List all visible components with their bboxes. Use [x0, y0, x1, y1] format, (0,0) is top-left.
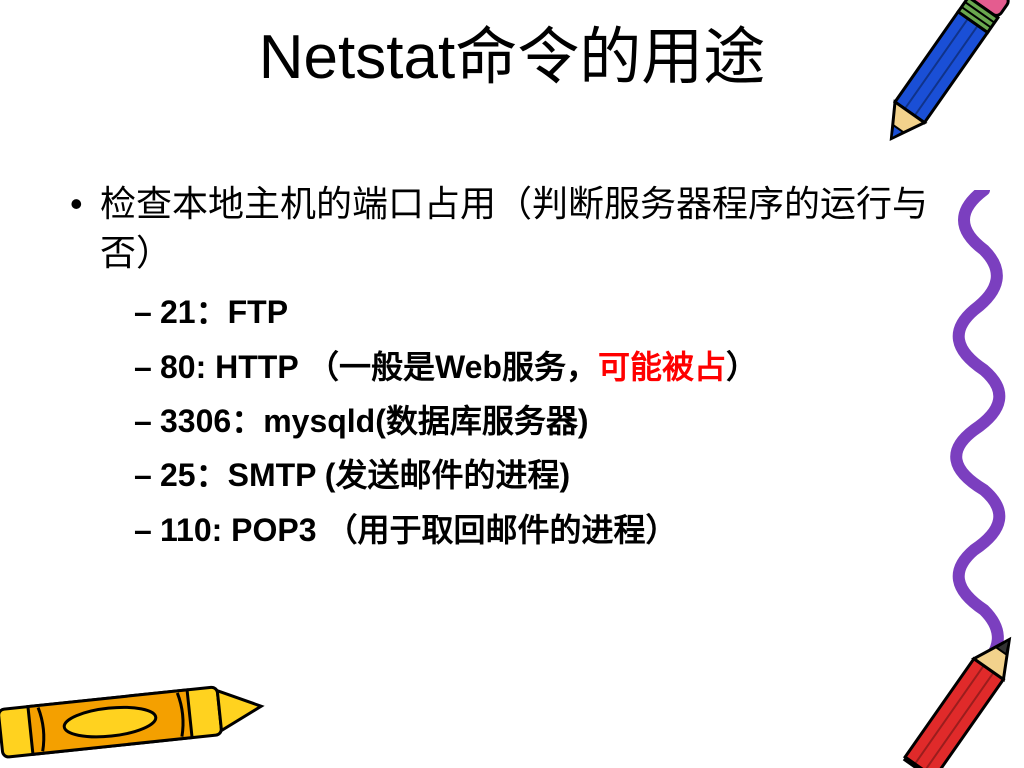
blue-pencil-icon — [864, 0, 1024, 170]
sub-item-ftp: – 21：FTP — [60, 289, 974, 335]
purple-squiggle-icon — [934, 190, 1014, 670]
dash-icon: – — [134, 452, 152, 498]
sub-item-text: 110: POP3 （用于取回邮件的进程） — [160, 512, 677, 548]
dash-icon: – — [134, 344, 152, 390]
sub-item-smtp: – 25：SMTP (发送邮件的进程) — [60, 452, 974, 498]
sub-item-text: 21：FTP — [160, 294, 288, 330]
sub-item-text: 25：SMTP (发送邮件的进程) — [160, 457, 570, 493]
dash-icon: – — [134, 507, 152, 553]
red-pencil-icon — [860, 610, 1024, 768]
sub-item-highlight: 可能被占 — [598, 349, 726, 385]
sub-item-text: 3306：mysqld(数据库服务器) — [160, 403, 589, 439]
slide-content: 检查本地主机的端口占用（判断服务器程序的运行与否） – 21：FTP – 80:… — [60, 180, 974, 561]
yellow-crayon-icon — [0, 656, 280, 768]
sub-item-http: – 80: HTTP （一般是Web服务，可能被占） — [60, 344, 974, 390]
sub-item-pop3: – 110: POP3 （用于取回邮件的进程） — [60, 507, 974, 553]
sub-item-mysql: – 3306：mysqld(数据库服务器) — [60, 398, 974, 444]
sub-list: – 21：FTP – 80: HTTP （一般是Web服务，可能被占） – 33… — [60, 289, 974, 553]
dash-icon: – — [134, 398, 152, 444]
sub-item-text: 80: HTTP （一般是Web服务， — [160, 349, 598, 385]
dash-icon: – — [134, 289, 152, 335]
bullet-main: 检查本地主机的端口占用（判断服务器程序的运行与否） — [60, 180, 974, 277]
slide: Netstat命令的用途 检查本地主机的端口占用（判断服务器程序的运行与否） –… — [0, 0, 1024, 768]
sub-item-text-post: ） — [726, 349, 758, 385]
